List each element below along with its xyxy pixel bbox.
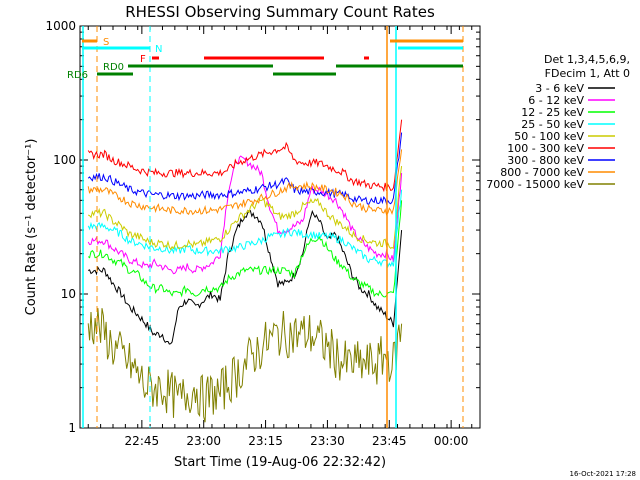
legend-entry-label: 800 - 7000 keV (500, 166, 584, 179)
legend-entry-label: 6 - 12 keV (528, 94, 584, 107)
series-line-1 (87, 155, 403, 275)
legend-entry-label: 25 - 50 keV (521, 118, 584, 131)
series-line-7 (87, 149, 403, 216)
x-tick-label: 22:45 (125, 434, 160, 448)
x-tick-label: 23:15 (248, 434, 283, 448)
series-line-6 (87, 132, 403, 206)
legend-entry-label: 7000 - 15000 keV (486, 178, 584, 191)
chart-title: RHESSI Observing Summary Count Rates (125, 3, 435, 21)
series-line-5 (87, 119, 403, 193)
legend-entry-label: 300 - 800 keV (507, 154, 584, 167)
timestamp: 16-Oct-2021 17:28 (570, 470, 636, 478)
y-tick-label: 10 (61, 287, 76, 301)
legend-entry-label: 100 - 300 keV (507, 142, 584, 155)
x-tick-label: 00:00 (434, 434, 469, 448)
x-tick-label: 23:00 (186, 434, 221, 448)
series-line-2 (87, 200, 403, 298)
flag-label-s: S (103, 37, 109, 48)
flag-label-n: N (155, 44, 162, 55)
series-line-4 (87, 166, 403, 251)
x-tick-label: 23:30 (310, 434, 345, 448)
legend-entry-label: 12 - 25 keV (521, 106, 584, 119)
legend-entry-label: 3 - 6 keV (535, 82, 584, 95)
plot-frame (79, 25, 481, 429)
overlays: S NF RD0 RD6 (67, 26, 464, 428)
x-tick-label: 23:45 (372, 434, 407, 448)
y-tick-label: 100 (53, 153, 76, 167)
y-axis-label: Count Rate (s⁻¹ detector⁻¹) (24, 139, 39, 316)
legend-entry-label: 50 - 100 keV (514, 130, 584, 143)
flag-label-f: F (140, 54, 146, 65)
legend-header-line-2: FDecim 1, Att 0 (545, 67, 630, 80)
legend: Det 1,3,4,5,6,9, FDecim 1, Att 0 3 - 6 k… (486, 53, 630, 191)
series-line-8 (87, 308, 403, 423)
flag-label-rd6: RD6 (67, 70, 88, 81)
y-tick-label: 1000 (45, 19, 76, 33)
x-axis: 22:45 23:00 23:15 23:30 23:45 00:00 (87, 26, 473, 448)
y-tick-label: 1 (68, 421, 76, 435)
flag-label-rd0: RD0 (103, 62, 124, 73)
series-group (87, 119, 403, 423)
legend-header-line-1: Det 1,3,4,5,6,9, (544, 53, 630, 66)
series-line-3 (87, 189, 403, 269)
series-line-0 (88, 209, 403, 345)
x-axis-label: Start Time (19-Aug-06 22:32:42) (174, 455, 386, 470)
